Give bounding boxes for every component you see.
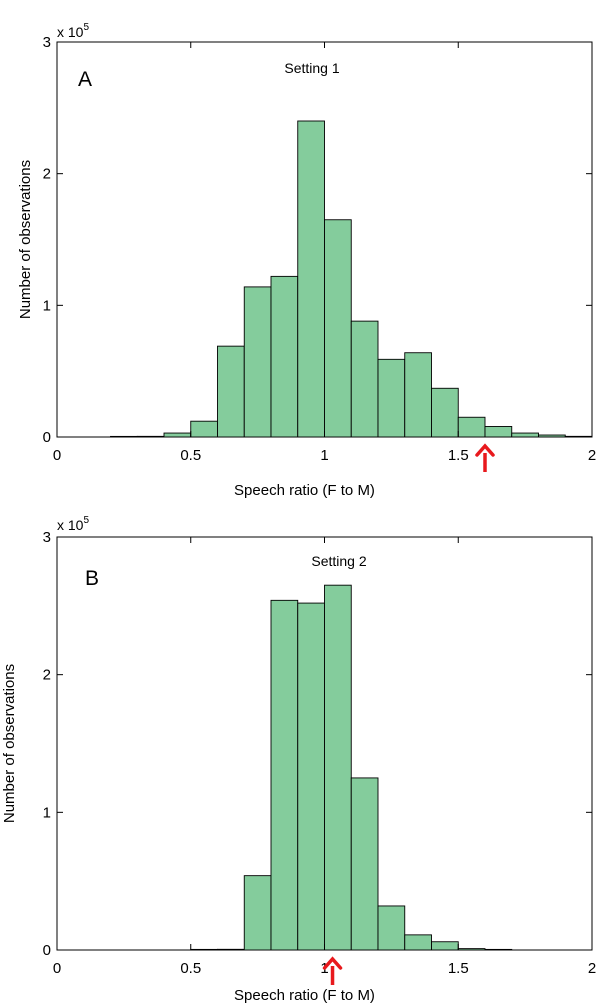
bar-b-5 — [324, 584, 352, 951]
bar-b-0 — [190, 948, 218, 951]
x-tick-label-b-3: 1.5 — [448, 960, 469, 977]
bar-a-6 — [270, 275, 299, 438]
marker-arrow-a — [475, 443, 495, 472]
bar-b-6 — [350, 777, 379, 951]
bar-a-5 — [243, 286, 272, 438]
y-axis-label-b: Number of observations — [1, 664, 18, 823]
x-tick-label-a-0: 0 — [53, 447, 61, 464]
y-multiplier-a: x 105 — [57, 22, 89, 40]
y-tick-label-b-3: 3 — [43, 529, 51, 546]
x-tick-label-a-3: 1.5 — [448, 447, 469, 464]
bar-a-12 — [431, 387, 459, 438]
bar-b-8 — [404, 934, 432, 951]
bar-a-11 — [404, 352, 432, 438]
x-tick-label-b-1: 0.5 — [180, 960, 201, 977]
histogram-bars-a — [110, 120, 593, 438]
bar-a-10 — [377, 358, 406, 438]
panel-letter-b: B — [85, 567, 99, 590]
y-axis-label-a: Number of observations — [17, 160, 34, 319]
y-tick-label-a-0: 0 — [43, 429, 51, 446]
x-tick-label-a-2: 1 — [320, 447, 328, 464]
x-tick-label-b-0: 0 — [53, 960, 61, 977]
bar-a-7 — [297, 120, 325, 438]
bar-a-15 — [511, 432, 539, 438]
marker-head-a — [475, 443, 495, 457]
bar-a-0 — [110, 435, 138, 438]
y-tick-label-a-1: 1 — [43, 297, 51, 314]
x-tick-label-a-1: 0.5 — [180, 447, 201, 464]
bar-b-10 — [457, 948, 486, 951]
x-tick-label-a-4: 2 — [588, 447, 596, 464]
x-axis-label-b: Speech ratio (F to M) — [234, 987, 375, 1004]
y-tick-label-a-3: 3 — [43, 34, 51, 51]
bar-a-14 — [484, 426, 513, 438]
y-tick-label-a-2: 2 — [43, 166, 51, 183]
panel-title-b: Setting 2 — [311, 553, 366, 569]
bar-b-7 — [377, 905, 406, 951]
bar-b-1 — [217, 948, 245, 951]
y-tick-label-b-2: 2 — [43, 667, 51, 684]
bar-a-16 — [538, 434, 566, 438]
x-axis-label-a: Speech ratio (F to M) — [234, 482, 375, 499]
panel-title-a: Setting 1 — [284, 60, 339, 76]
bar-a-1 — [136, 435, 165, 438]
bar-a-3 — [190, 420, 218, 438]
axes-a: 0 0.5 1 1.5 2 0 1 2 3 — [43, 34, 597, 464]
bar-b-3 — [270, 599, 299, 951]
bar-b-9 — [431, 941, 459, 951]
bar-a-8 — [324, 219, 352, 438]
y-tick-label-b-1: 1 — [43, 804, 51, 821]
bar-a-13 — [457, 416, 486, 438]
histogram-bars-b — [190, 584, 513, 951]
bar-b-4 — [297, 602, 325, 951]
bar-b-2 — [243, 875, 272, 951]
bar-a-9 — [350, 320, 379, 438]
marker-arrow-b — [322, 956, 343, 985]
bar-a-4 — [217, 345, 245, 438]
y-multiplier-b: x 105 — [57, 515, 89, 533]
panel-letter-a: A — [78, 68, 92, 91]
x-tick-label-b-4: 2 — [588, 960, 596, 977]
panel-a: 0 0.5 1 1.5 2 0 1 2 3 A Setting 1 x 105 Speech r… — [17, 22, 596, 499]
marker-head-b — [322, 956, 343, 970]
bar-a-2 — [163, 432, 192, 438]
bar-b-11 — [484, 948, 513, 951]
y-tick-label-b-0: 0 — [43, 942, 51, 959]
